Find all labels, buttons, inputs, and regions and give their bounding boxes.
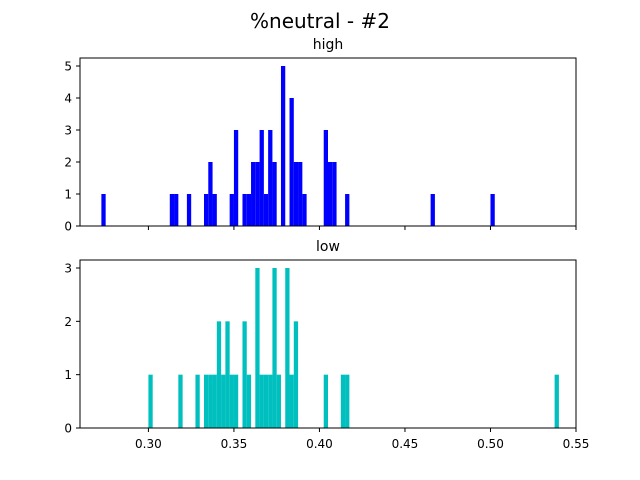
histogram-high: high 0 1 2 3 4 5 [64, 37, 577, 234]
histogram-bar [255, 162, 260, 226]
histogram-bar [169, 194, 175, 226]
histogram-bar [229, 194, 234, 226]
histogram-bar [216, 321, 222, 428]
histogram-bar [340, 374, 346, 428]
x-tick-label: 0.30 [135, 437, 162, 451]
histogram-bar [208, 162, 213, 226]
histogram-bar [554, 374, 559, 428]
histogram-bar [233, 130, 239, 226]
x-tick-label: 0.35 [221, 437, 248, 451]
y-tick-label: 5 [64, 60, 72, 74]
histogram-bar [490, 194, 495, 226]
histogram-bar [263, 374, 269, 428]
subplot-title: low [316, 239, 340, 255]
y-tick-label: 0 [64, 422, 72, 436]
histogram-bar [293, 321, 299, 428]
axes-frame [79, 57, 577, 227]
histogram-bar [186, 194, 192, 226]
histogram-bar [276, 374, 281, 428]
x-tick-label: 0.45 [392, 437, 419, 451]
histogram-bar [268, 130, 273, 226]
histogram-bar [280, 66, 286, 226]
x-tick-label: 0.40 [306, 437, 333, 451]
histogram-bar [272, 268, 277, 428]
histogram-bar [332, 162, 337, 226]
histogram-bar [328, 162, 333, 226]
y-tick-label: 2 [64, 315, 72, 329]
histogram-bar [212, 374, 217, 428]
histogram-bar [204, 374, 209, 428]
histogram-bar [255, 268, 260, 428]
subplot-title: high [313, 37, 344, 53]
y-tick-label: 2 [64, 156, 72, 170]
histogram-bar [259, 130, 264, 226]
histogram-bar [272, 162, 277, 226]
histogram-bar [345, 374, 350, 428]
histogram-bar [242, 321, 247, 428]
figure-title: %neutral - #2 [250, 9, 390, 33]
axes-frame [79, 259, 577, 429]
histogram-bar [430, 194, 435, 226]
histogram-bar [251, 162, 256, 226]
histogram-bar [208, 374, 213, 428]
histogram-bar [246, 374, 252, 428]
y-tick-label: 3 [64, 262, 72, 276]
histogram-bar [293, 162, 299, 226]
histogram-bar [204, 194, 209, 226]
histogram-bar [174, 194, 179, 226]
histogram-bar [285, 268, 290, 428]
histogram-bar [148, 374, 153, 428]
histogram-bar [345, 194, 350, 226]
histogram-bar [178, 374, 183, 428]
histogram-bar [298, 162, 303, 226]
histogram-bar [233, 374, 239, 428]
histogram-bar [221, 374, 226, 428]
histogram-bar [263, 194, 269, 226]
histogram-bar [242, 194, 247, 226]
histogram-bar [268, 374, 273, 428]
y-tick-label: 1 [64, 188, 72, 202]
histogram-bar [289, 98, 294, 226]
x-tick-label: 0.55 [563, 437, 590, 451]
histogram-bar [229, 374, 234, 428]
histogram-bar [302, 194, 307, 226]
histogram-bar [323, 374, 328, 428]
y-tick-label: 4 [64, 92, 72, 106]
y-tick-label: 1 [64, 368, 72, 382]
histogram-bar [289, 374, 294, 428]
x-tick-label: 0.50 [477, 437, 504, 451]
histogram-bar [259, 374, 264, 428]
histogram-low: low 0 1 2 3 0.30 0.35 0.40 0.45 0.50 0.55 [64, 239, 589, 451]
histogram-bar [246, 194, 252, 226]
histogram-bar [101, 194, 106, 226]
histogram-bar [195, 374, 200, 428]
histogram-bar [323, 130, 328, 226]
histogram-bar [225, 321, 230, 428]
y-tick-label: 0 [64, 220, 72, 234]
y-tick-label: 3 [64, 124, 72, 138]
histogram-bar [212, 194, 217, 226]
